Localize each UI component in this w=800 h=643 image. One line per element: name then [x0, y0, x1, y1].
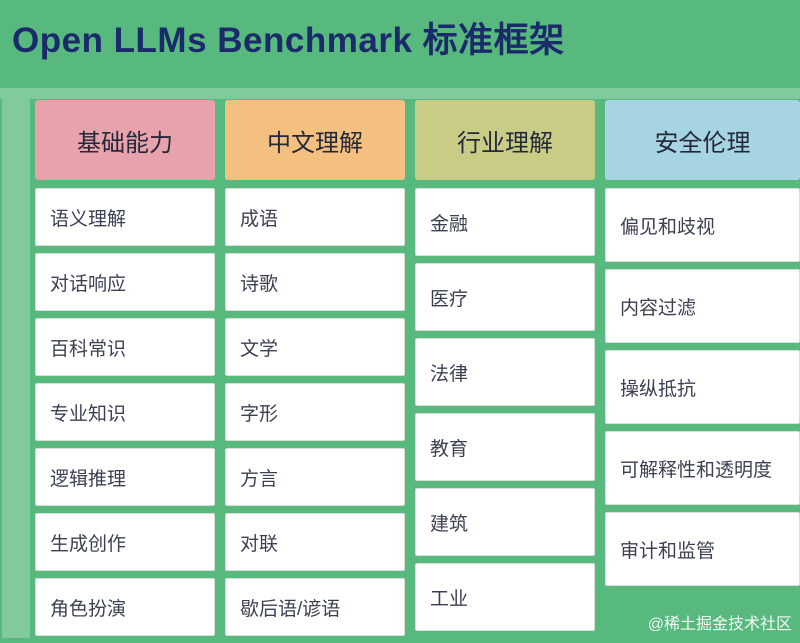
table-cell: 教育	[415, 413, 595, 481]
page-title: Open LLMs Benchmark 标准框架	[12, 21, 565, 60]
column-header: 中文理解	[225, 100, 405, 180]
table-cell: 方言	[225, 448, 405, 506]
table-cell: 逻辑推理	[35, 448, 215, 506]
left-accent-stripe	[2, 99, 30, 638]
table-cell: 内容过滤	[605, 269, 800, 343]
table-cell: 法律	[415, 338, 595, 406]
column-header: 行业理解	[415, 100, 595, 180]
column-header: 安全伦理	[605, 100, 800, 180]
column-2: 行业理解金融医疗法律教育建筑工业	[415, 100, 595, 643]
column-1: 中文理解成语诗歌文学字形方言对联歇后语/谚语	[225, 100, 405, 643]
column-0: 基础能力语义理解对话响应百科常识专业知识逻辑推理生成创作角色扮演	[35, 100, 215, 643]
table-cell: 字形	[225, 383, 405, 441]
table-cell: 专业知识	[35, 383, 215, 441]
table-cell: 偏见和歧视	[605, 188, 800, 262]
table-cell: 工业	[415, 563, 595, 631]
table-cell: 生成创作	[35, 513, 215, 571]
table-cell: 医疗	[415, 263, 595, 331]
table-cell: 对联	[225, 513, 405, 571]
column-header: 基础能力	[35, 100, 215, 180]
table-cell: 审计和监管	[605, 512, 800, 586]
table-cell: 对话响应	[35, 253, 215, 311]
table-cell: 歇后语/谚语	[225, 578, 405, 636]
table-cell: 可解释性和透明度	[605, 431, 800, 505]
watermark: @稀土掘金技术社区	[647, 616, 792, 633]
table-cell: 百科常识	[35, 318, 215, 376]
table-cell: 成语	[225, 188, 405, 246]
benchmark-table: 基础能力 语义理解 对话响应 百科常识 专业知识 逻辑推理 生成创作 角色扮演 中文理解 成语 诗歌…	[35, 100, 800, 643]
column-3: 安全伦理偏见和歧视 内容过滤 操纵抵抗 可解释性和透明度 审计和监管	[605, 100, 800, 643]
table-cell: 建筑	[415, 488, 595, 556]
table-cell: 诗歌	[225, 253, 405, 311]
table-cell: 角色扮演	[35, 578, 215, 636]
table-cell: 语义理解	[35, 188, 215, 246]
top-accent-stripe	[0, 88, 800, 99]
table-cell: 文学	[225, 318, 405, 376]
table-cell: 金融	[415, 188, 595, 256]
table-cell: 操纵抵抗	[605, 350, 800, 424]
